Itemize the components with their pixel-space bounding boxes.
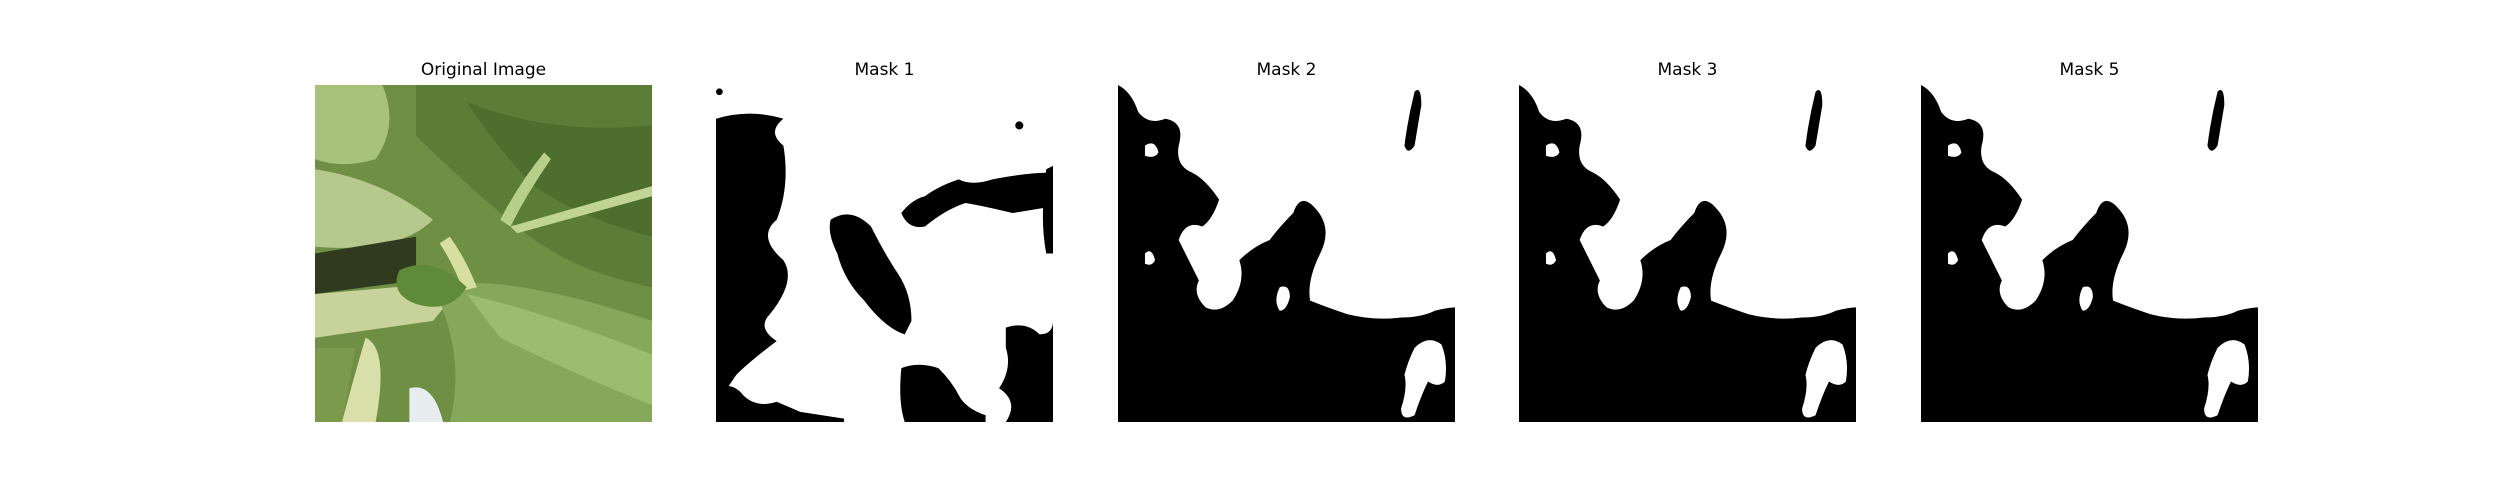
panel-title: Mask 1 (854, 60, 915, 80)
panel-title: Mask 2 (1256, 60, 1317, 80)
panel-title: Original Image (420, 60, 547, 80)
panel-mask-1: Mask 1 (716, 0, 1053, 500)
original-leaf-photo (315, 85, 652, 422)
panel-mask-5: Mask 5 (1921, 0, 2258, 500)
mask-1-image (716, 85, 1053, 422)
mask-3-image (1519, 85, 1856, 422)
panel-mask-2: Mask 2 (1118, 0, 1455, 500)
panel-title: Mask 5 (2059, 60, 2120, 80)
panel-original-image: Original Image (315, 0, 652, 500)
panel-title: Mask 3 (1657, 60, 1718, 80)
panel-mask-3: Mask 3 (1519, 0, 1856, 500)
mask-5-image (1921, 85, 2258, 422)
mask-2-image (1118, 85, 1455, 422)
